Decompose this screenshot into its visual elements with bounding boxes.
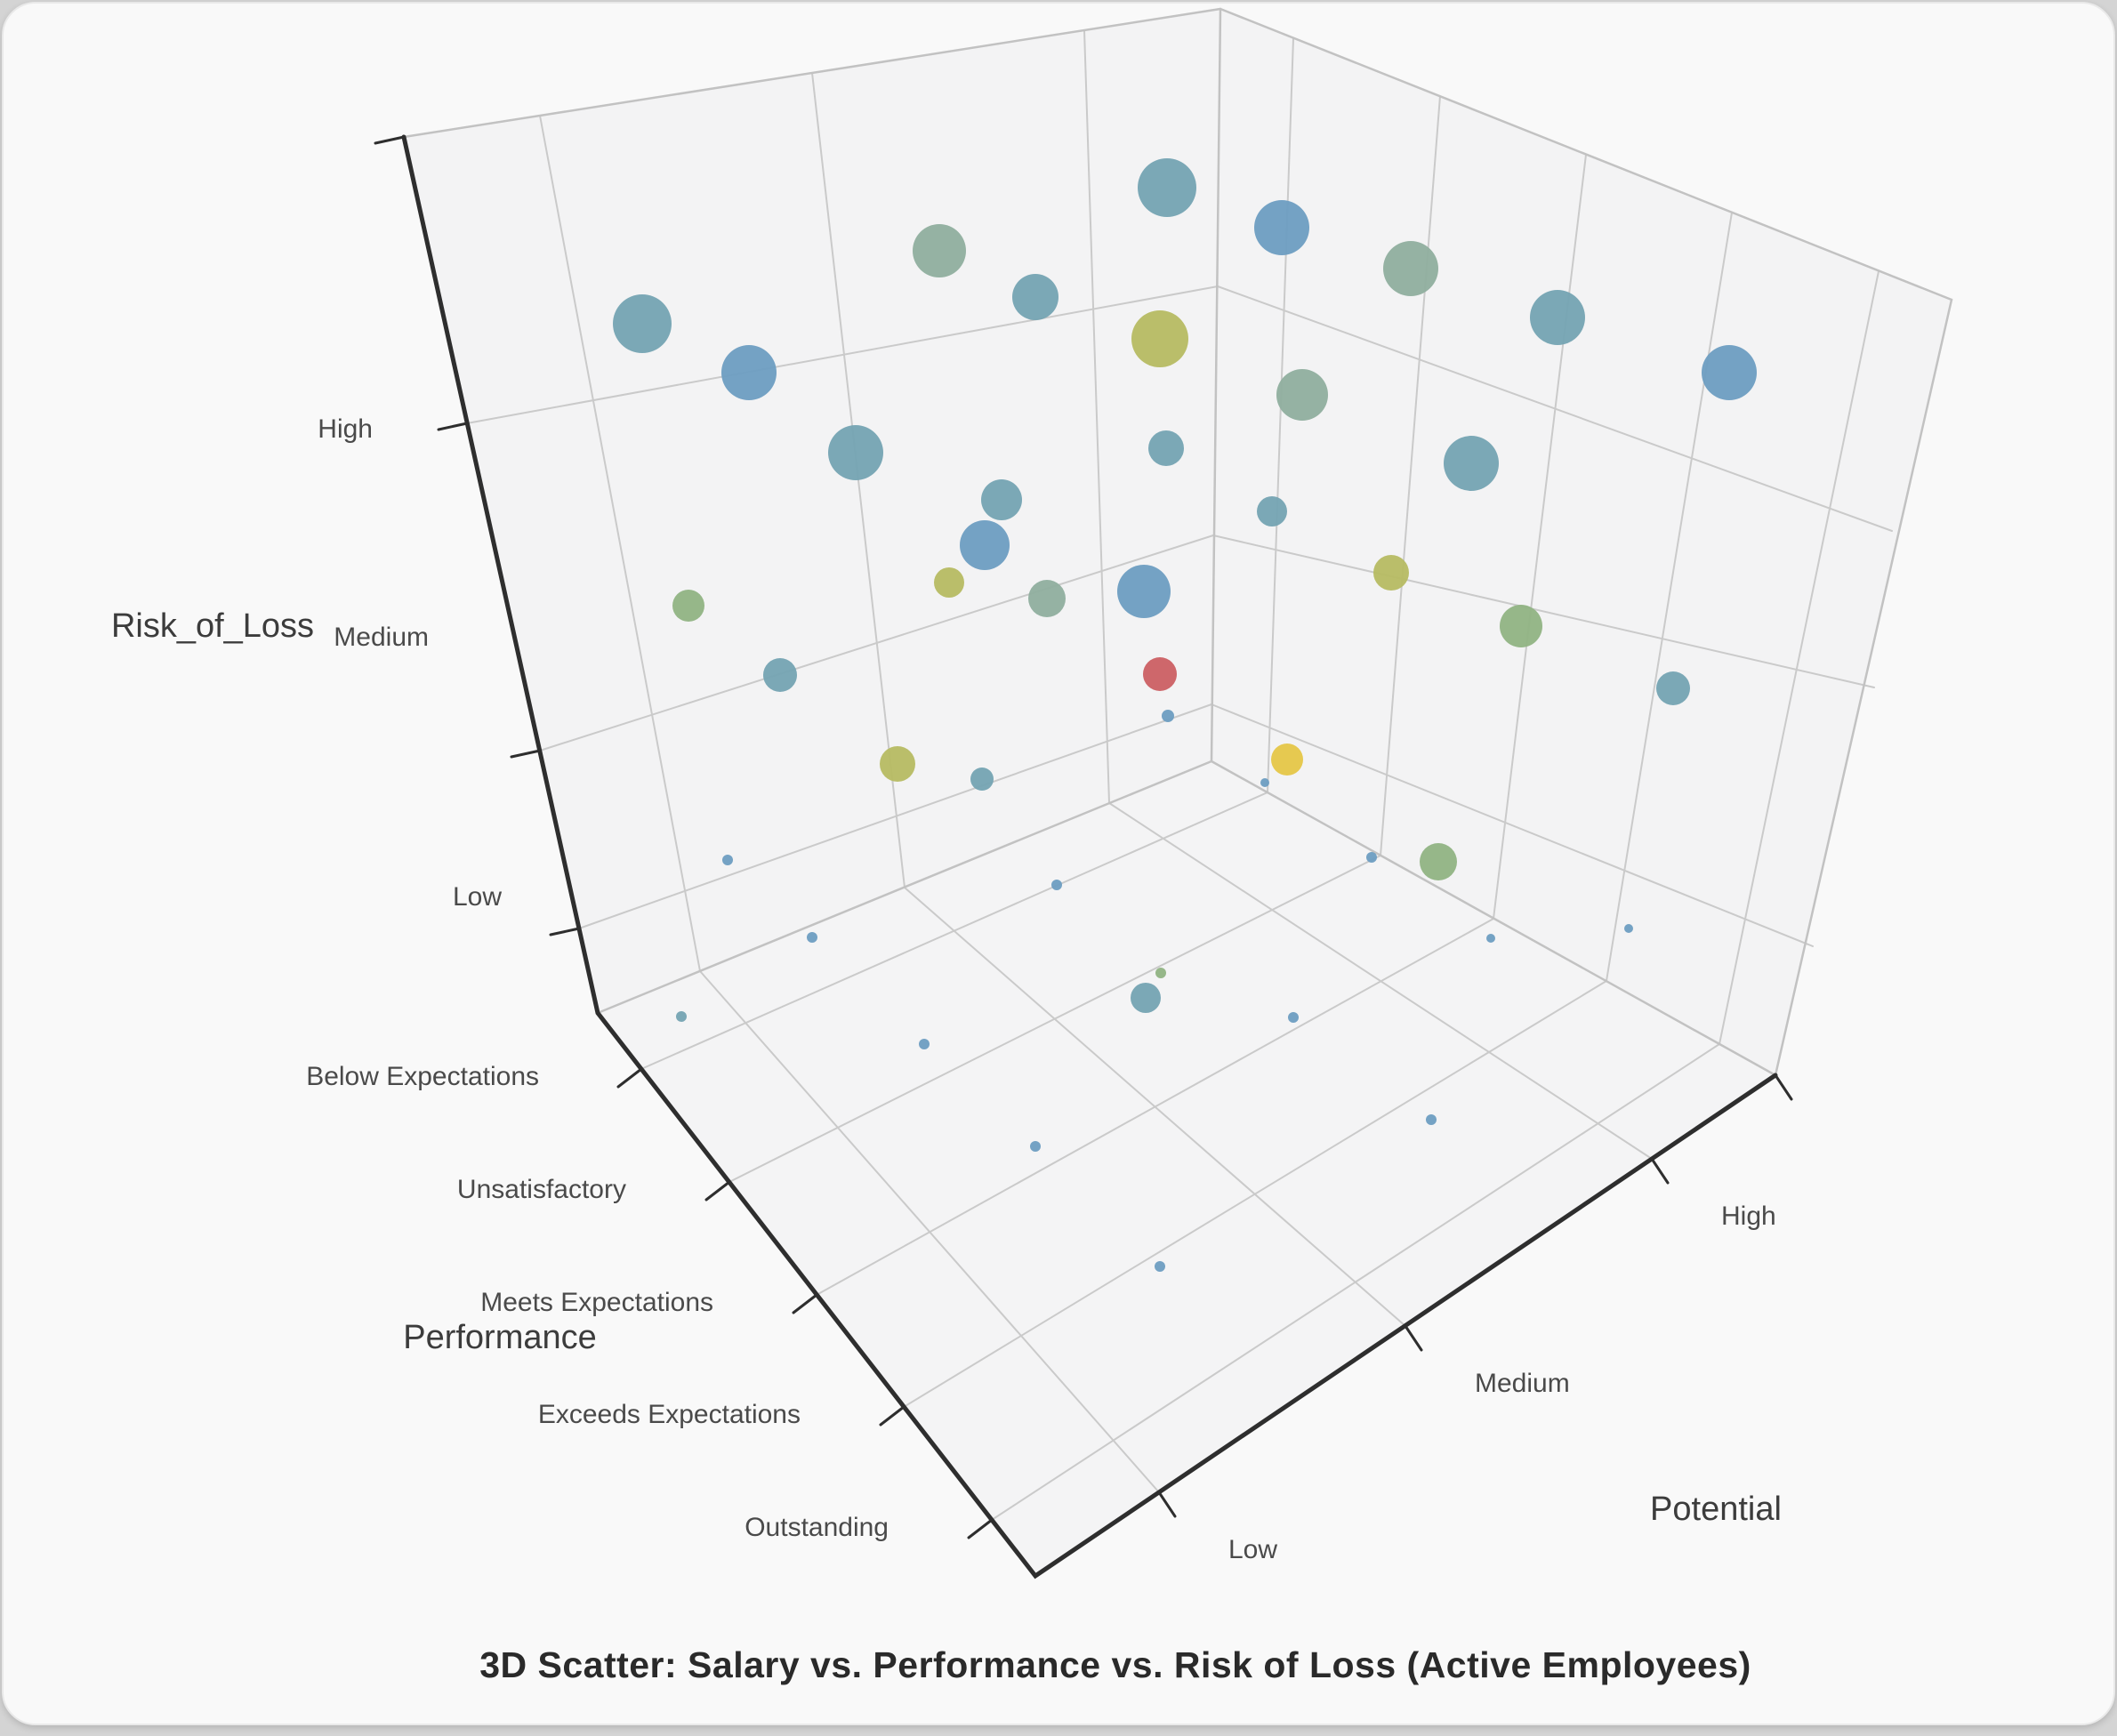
data-point[interactable] <box>1656 671 1690 705</box>
data-point[interactable] <box>1030 1141 1041 1152</box>
risk-tick-2 <box>510 749 542 759</box>
data-point[interactable] <box>828 425 883 480</box>
data-point[interactable] <box>1373 555 1409 591</box>
data-point[interactable] <box>1444 436 1499 491</box>
potential-tick-1 <box>1404 1324 1423 1352</box>
data-point[interactable] <box>1366 852 1377 863</box>
data-point[interactable] <box>1155 968 1166 978</box>
data-point[interactable] <box>970 768 994 791</box>
pot-tick-medium: Medium <box>1475 1369 1570 1398</box>
floor-back-left-edge <box>596 760 1213 1015</box>
perf-axis-title: Performance <box>403 1319 597 1356</box>
data-point[interactable] <box>1131 983 1161 1013</box>
perf-tick-meets: Meets Expectations <box>480 1288 713 1317</box>
right-wall-gridline-0 <box>1267 37 1294 793</box>
pot-axis-title: Potential <box>1650 1491 1782 1528</box>
data-point[interactable] <box>1117 565 1171 618</box>
floor-gridline-pot-0 <box>699 970 1160 1493</box>
risk-tick-high: High <box>318 414 373 444</box>
data-point[interactable] <box>1162 710 1174 722</box>
performance-tick-1 <box>704 1180 731 1202</box>
potential-tick-0 <box>1157 1491 1177 1518</box>
data-point[interactable] <box>672 590 704 622</box>
data-point[interactable] <box>1486 934 1495 943</box>
data-point[interactable] <box>1131 310 1188 367</box>
data-point[interactable] <box>880 746 915 782</box>
data-point[interactable] <box>763 658 797 692</box>
potential-tick-3 <box>1774 1073 1793 1101</box>
data-point[interactable] <box>807 932 817 943</box>
data-point[interactable] <box>1271 743 1303 776</box>
left-wall-gridline-0 <box>539 115 701 972</box>
risk-gridline-right-2 <box>1211 703 1814 947</box>
top-edge-left <box>402 7 1222 139</box>
data-point[interactable] <box>1254 200 1309 255</box>
data-point[interactable] <box>913 224 966 277</box>
data-point[interactable] <box>1257 496 1287 526</box>
right-wall-gridline-4 <box>1719 270 1880 1045</box>
performance-tick-0 <box>616 1067 643 1089</box>
right-edge <box>1774 298 1953 1077</box>
data-point[interactable] <box>613 294 672 353</box>
scatter3d-canvas[interactable]: High Medium Low Risk_of_Loss Below Expectati… <box>4 4 2115 1725</box>
floor <box>598 761 1775 1576</box>
data-point[interactable] <box>960 520 1010 570</box>
performance-tick-3 <box>879 1405 906 1427</box>
performance-tick-4 <box>967 1518 994 1539</box>
risk-axis-title: Risk_of_Loss <box>111 607 314 645</box>
pot-tick-high: High <box>1721 1202 1776 1231</box>
right-wall-gridline-3 <box>1606 212 1733 982</box>
data-point[interactable] <box>1426 1114 1437 1125</box>
data-point[interactable] <box>981 479 1022 520</box>
floor-gridline-pot-2 <box>1108 802 1653 1160</box>
performance-tick-2 <box>792 1293 818 1314</box>
data-point[interactable] <box>919 1039 930 1049</box>
floor-back-right-edge <box>1210 760 1777 1077</box>
right-wall-gridline-2 <box>1493 154 1587 920</box>
pot-tick-low: Low <box>1228 1535 1277 1564</box>
plot-area[interactable]: High Medium Low Risk_of_Loss Below Expectati… <box>4 4 2113 1724</box>
data-point[interactable] <box>1012 274 1058 320</box>
data-point[interactable] <box>1420 843 1457 880</box>
data-point[interactable] <box>1148 430 1184 466</box>
perf-tick-below: Below Expectations <box>306 1062 539 1091</box>
data-point[interactable] <box>1500 605 1542 647</box>
data-point[interactable] <box>1155 1261 1165 1272</box>
right-wall-gridline-1 <box>1380 95 1441 856</box>
perf-tick-exceeds: Exceeds Expectations <box>538 1400 801 1429</box>
perf-tick-unsatisfactory: Unsatisfactory <box>457 1175 626 1204</box>
risk-gridline-right-1 <box>1212 534 1875 688</box>
risk-tick-0 <box>374 135 406 145</box>
data-point[interactable] <box>934 567 964 598</box>
data-point[interactable] <box>1276 369 1328 421</box>
perf-tick-outstanding: Outstanding <box>745 1513 889 1542</box>
top-edge-right <box>1219 7 1953 301</box>
data-point[interactable] <box>1051 880 1062 890</box>
spine-edge <box>1210 7 1222 763</box>
chart-title: 3D Scatter: Salary vs. Performance vs. R… <box>479 1644 1751 1685</box>
data-point[interactable] <box>1624 924 1633 933</box>
data-point[interactable] <box>1383 241 1438 296</box>
left-wall <box>404 9 1220 1013</box>
data-point[interactable] <box>676 1011 687 1022</box>
data-point[interactable] <box>1702 345 1757 400</box>
data-point[interactable] <box>1138 158 1196 217</box>
left-wall-gridline-2 <box>1083 29 1110 804</box>
data-point[interactable] <box>722 855 733 865</box>
data-point[interactable] <box>1028 580 1066 617</box>
data-point[interactable] <box>1260 778 1269 787</box>
risk-tick-low: Low <box>453 882 502 912</box>
risk-tick-3 <box>549 927 581 936</box>
potential-tick-2 <box>1650 1157 1670 1185</box>
data-point[interactable] <box>1143 657 1177 691</box>
data-point[interactable] <box>1288 1012 1299 1023</box>
risk-tick-1 <box>437 422 469 431</box>
data-point[interactable] <box>1530 290 1585 345</box>
floor-gridline-pot-1 <box>904 887 1406 1327</box>
risk-tick-medium: Medium <box>334 623 429 652</box>
data-point[interactable] <box>721 345 777 400</box>
